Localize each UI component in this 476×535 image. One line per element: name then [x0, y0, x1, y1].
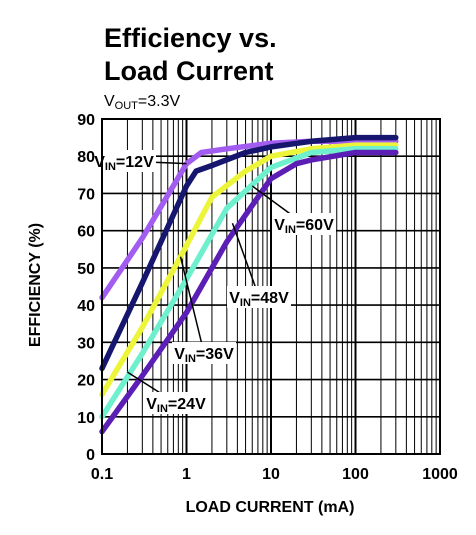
annotation-vin-60v: VIN=60V [251, 185, 336, 236]
annotation-box [92, 150, 156, 172]
y-tick-label: 0 [86, 447, 95, 464]
x-tick-label: 10 [262, 466, 280, 483]
annotation-box [172, 342, 236, 364]
x-tick-label: 100 [342, 466, 369, 483]
annotation-box [227, 286, 291, 308]
y-tick-label: 70 [77, 186, 95, 203]
annotation-leader [231, 222, 260, 298]
chart-title-line2: Load Current [104, 56, 274, 86]
y-tick-label: 20 [77, 373, 95, 390]
annotation-text: VIN=36V [174, 346, 234, 365]
annotation-box [272, 213, 336, 235]
y-tick-label: 60 [77, 224, 95, 241]
series-line-vin-48v [99, 146, 399, 420]
annotation-layer: VIN=12V VIN=60V VIN=48V VIN=36V VIN=24V [92, 150, 336, 415]
series-line-vin-24v [99, 134, 399, 372]
tick-labels: 0.1 1 10 100 1000 0 10 20 30 40 50 60 70 80 90 [77, 112, 458, 483]
annotation-vin-36v: VIN=36V [172, 256, 236, 365]
y-axis-label: EFFICIENCY (%) [27, 223, 44, 347]
chart-title-line1: Efficiency vs. [104, 23, 277, 53]
annotation-vin-48v: VIN=48V [227, 222, 291, 309]
y-tick-label: 80 [77, 149, 95, 166]
series-layer [99, 134, 399, 435]
y-tick-label: 40 [77, 298, 95, 315]
annotation-text: VIN=48V [229, 290, 289, 309]
annotation-text: VIN=60V [274, 217, 334, 236]
annotation-vin-24v: VIN=24V [127, 371, 208, 415]
x-tick-label: 0.1 [91, 466, 113, 483]
x-axis-label: LOAD CURRENT (mA) [186, 499, 355, 516]
x-tick-label: 1000 [422, 466, 458, 483]
chart-subtitle: VOUT=3.3V [104, 93, 180, 112]
annotation-text: VIN=24V [146, 396, 206, 415]
y-tick-label: 50 [77, 261, 95, 278]
series-line-vin-60v [99, 149, 399, 435]
y-tick-label: 30 [77, 335, 95, 352]
x-tick-label: 1 [182, 466, 191, 483]
plot-frame [101, 118, 441, 455]
annotation-box [144, 392, 208, 414]
annotation-text: VIN=12V [94, 154, 154, 173]
annotation-vin-12v: VIN=12V [92, 150, 187, 173]
annotation-leader [179, 256, 205, 354]
series-line-vin-36v [99, 142, 399, 398]
y-tick-label: 90 [77, 112, 95, 129]
y-tick-label: 10 [77, 410, 95, 427]
